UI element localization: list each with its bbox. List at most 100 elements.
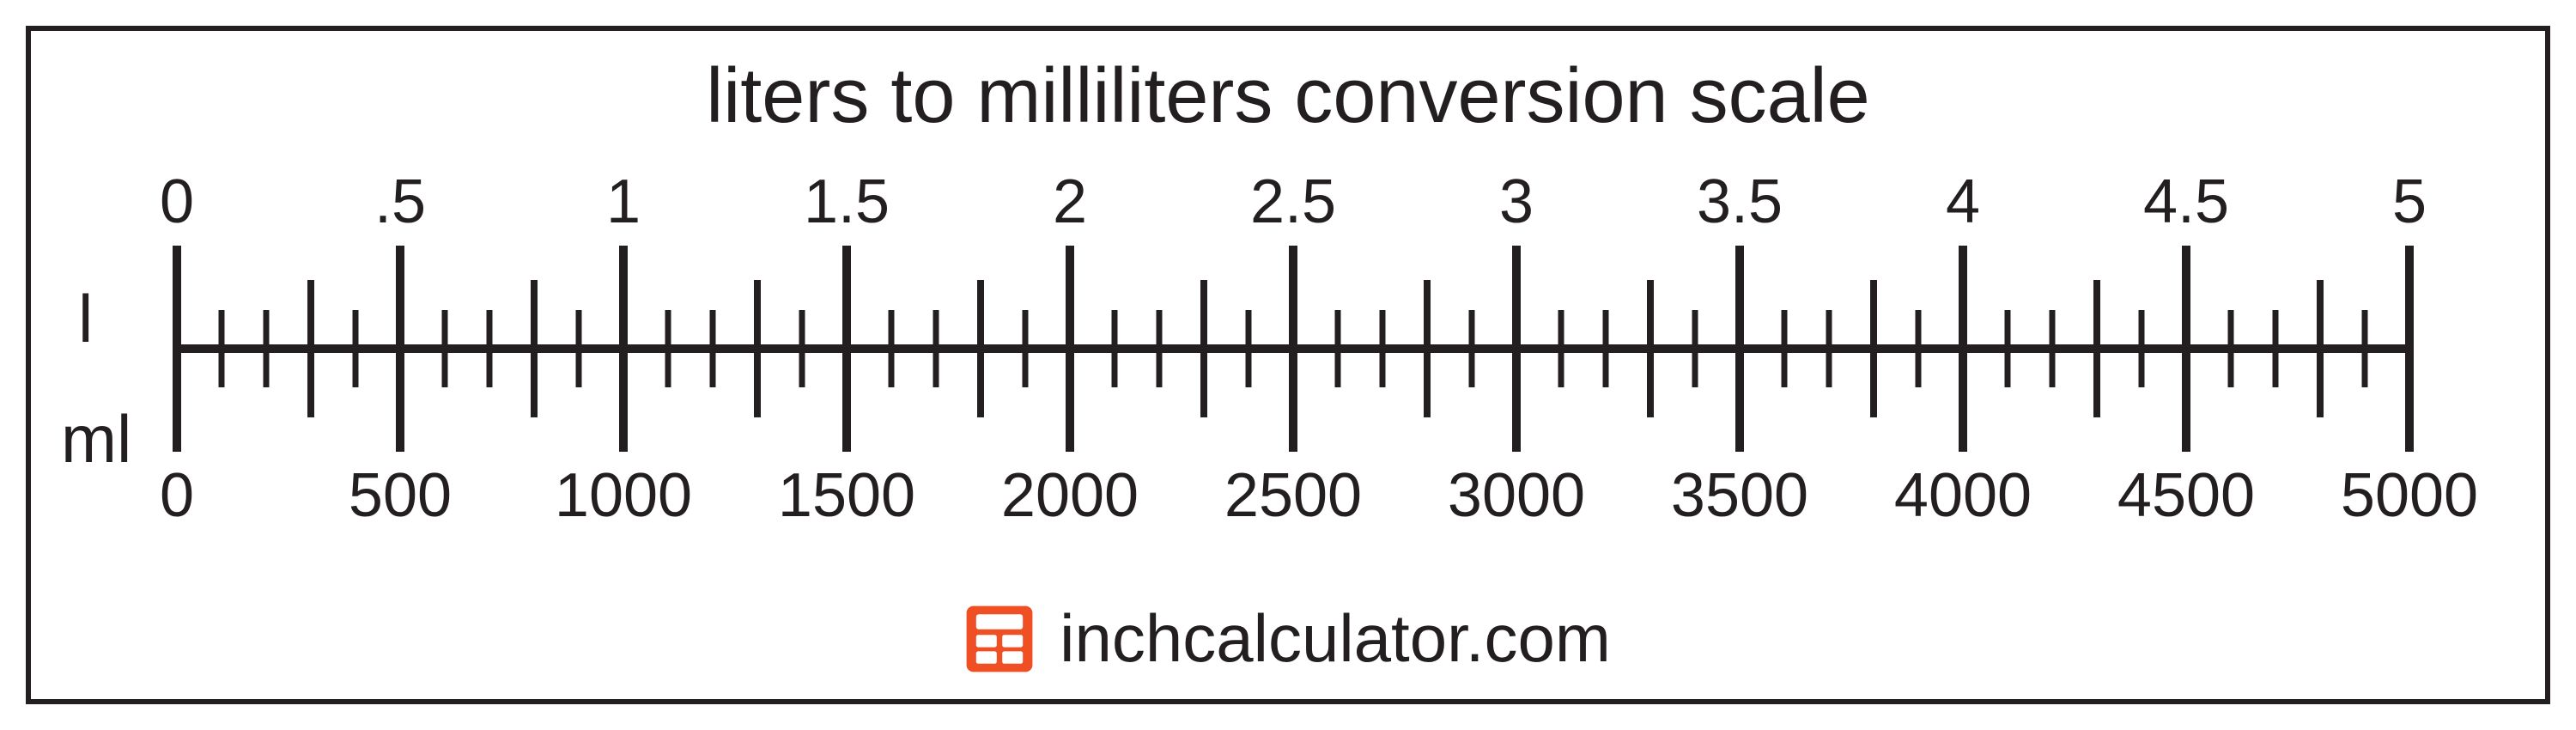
tick-bottom: [842, 349, 851, 452]
tick-top: [2093, 280, 2100, 349]
tick-top: [1558, 310, 1564, 349]
tick-top: [1424, 280, 1431, 349]
tick-bottom: [1023, 349, 1029, 387]
tick-bottom: [665, 349, 671, 387]
tick-top: [1023, 310, 1029, 349]
tick-top: [2405, 246, 2414, 349]
footer-text: inchcalculator.com: [1060, 599, 1611, 678]
tick-bottom: [353, 349, 359, 387]
tick-top: [754, 280, 761, 349]
tick-bottom: [442, 349, 448, 387]
tick-bottom: [1380, 349, 1386, 387]
tick-top: [1782, 310, 1788, 349]
tick-label-top: 2: [1053, 167, 1087, 237]
tick-bottom: [1246, 349, 1252, 387]
tick-top: [2228, 310, 2234, 349]
chart-title: liters to milliliters conversion scale: [31, 52, 2545, 141]
tick-top: [1200, 280, 1207, 349]
tick-label-bottom: 500: [349, 460, 452, 531]
tick-bottom: [2228, 349, 2234, 387]
tick-label-bottom: 4000: [1894, 460, 2032, 531]
tick-top: [1066, 246, 1074, 349]
tick-top: [889, 310, 895, 349]
tick-top: [1512, 246, 1521, 349]
tick-top: [1735, 246, 1744, 349]
tick-bottom: [2405, 349, 2414, 452]
tick-bottom: [933, 349, 939, 387]
tick-bottom: [977, 349, 984, 417]
tick-label-top: 3: [1499, 167, 1534, 237]
tick-bottom: [487, 349, 493, 387]
tick-bottom: [2362, 349, 2368, 387]
tick-bottom: [2050, 349, 2056, 387]
tick-top: [1335, 310, 1341, 349]
tick-label-bottom: 3500: [1671, 460, 1808, 531]
tick-top: [1603, 310, 1609, 349]
tick-bottom: [1512, 349, 1521, 452]
tick-top: [1959, 246, 1967, 349]
tick-bottom: [1870, 349, 1877, 417]
tick-bottom: [1735, 349, 1744, 452]
tick-top: [264, 310, 270, 349]
tick-bottom: [576, 349, 582, 387]
tick-bottom: [1157, 349, 1163, 387]
tick-label-top: 2.5: [1250, 167, 1336, 237]
tick-label-top: 4: [1946, 167, 1980, 237]
tick-bottom: [307, 349, 314, 417]
tick-bottom: [1335, 349, 1341, 387]
tick-top: [1157, 310, 1163, 349]
tick-bottom: [1200, 349, 1207, 417]
tick-label-bottom: 2500: [1224, 460, 1362, 531]
scale-card: liters to milliliters conversion scale l…: [26, 26, 2550, 704]
tick-bottom: [2005, 349, 2011, 387]
tick-top: [219, 310, 225, 349]
tick-top: [2005, 310, 2011, 349]
tick-bottom: [2139, 349, 2145, 387]
tick-bottom: [799, 349, 805, 387]
tick-top: [576, 310, 582, 349]
tick-top: [665, 310, 671, 349]
tick-top: [933, 310, 939, 349]
tick-bottom: [710, 349, 716, 387]
tick-bottom: [1066, 349, 1074, 452]
tick-top: [1692, 310, 1698, 349]
tick-label-top: 1.5: [804, 167, 890, 237]
tick-label-bottom: 3000: [1448, 460, 1585, 531]
unit-label-milliliters: ml: [61, 400, 131, 478]
tick-bottom: [396, 349, 404, 452]
tick-top: [353, 310, 359, 349]
tick-bottom: [2093, 349, 2100, 417]
tick-label-top: 0: [160, 167, 194, 237]
tick-top: [1246, 310, 1252, 349]
tick-bottom: [1603, 349, 1609, 387]
tick-bottom: [619, 349, 628, 452]
tick-bottom: [754, 349, 761, 417]
tick-label-bottom: 1500: [778, 460, 915, 531]
tick-label-bottom: 1000: [555, 460, 692, 531]
tick-top: [1916, 310, 1922, 349]
tick-bottom: [2182, 349, 2190, 452]
tick-top: [531, 280, 538, 349]
tick-top: [1469, 310, 1475, 349]
tick-label-bottom: 2000: [1001, 460, 1139, 531]
tick-bottom: [1289, 349, 1297, 452]
tick-bottom: [1424, 349, 1431, 417]
tick-bottom: [531, 349, 538, 417]
tick-bottom: [1647, 349, 1654, 417]
tick-top: [2273, 310, 2279, 349]
tick-top: [442, 310, 448, 349]
tick-top: [173, 246, 181, 349]
tick-top: [307, 280, 314, 349]
tick-top: [2050, 310, 2056, 349]
tick-bottom: [1826, 349, 1832, 387]
tick-label-top: .5: [374, 167, 426, 237]
tick-top: [487, 310, 493, 349]
tick-top: [710, 310, 716, 349]
tick-bottom: [173, 349, 181, 452]
tick-bottom: [1692, 349, 1698, 387]
tick-bottom: [1782, 349, 1788, 387]
tick-top: [2139, 310, 2145, 349]
tick-bottom: [1112, 349, 1118, 387]
tick-top: [1289, 246, 1297, 349]
tick-label-bottom: 5000: [2341, 460, 2478, 531]
